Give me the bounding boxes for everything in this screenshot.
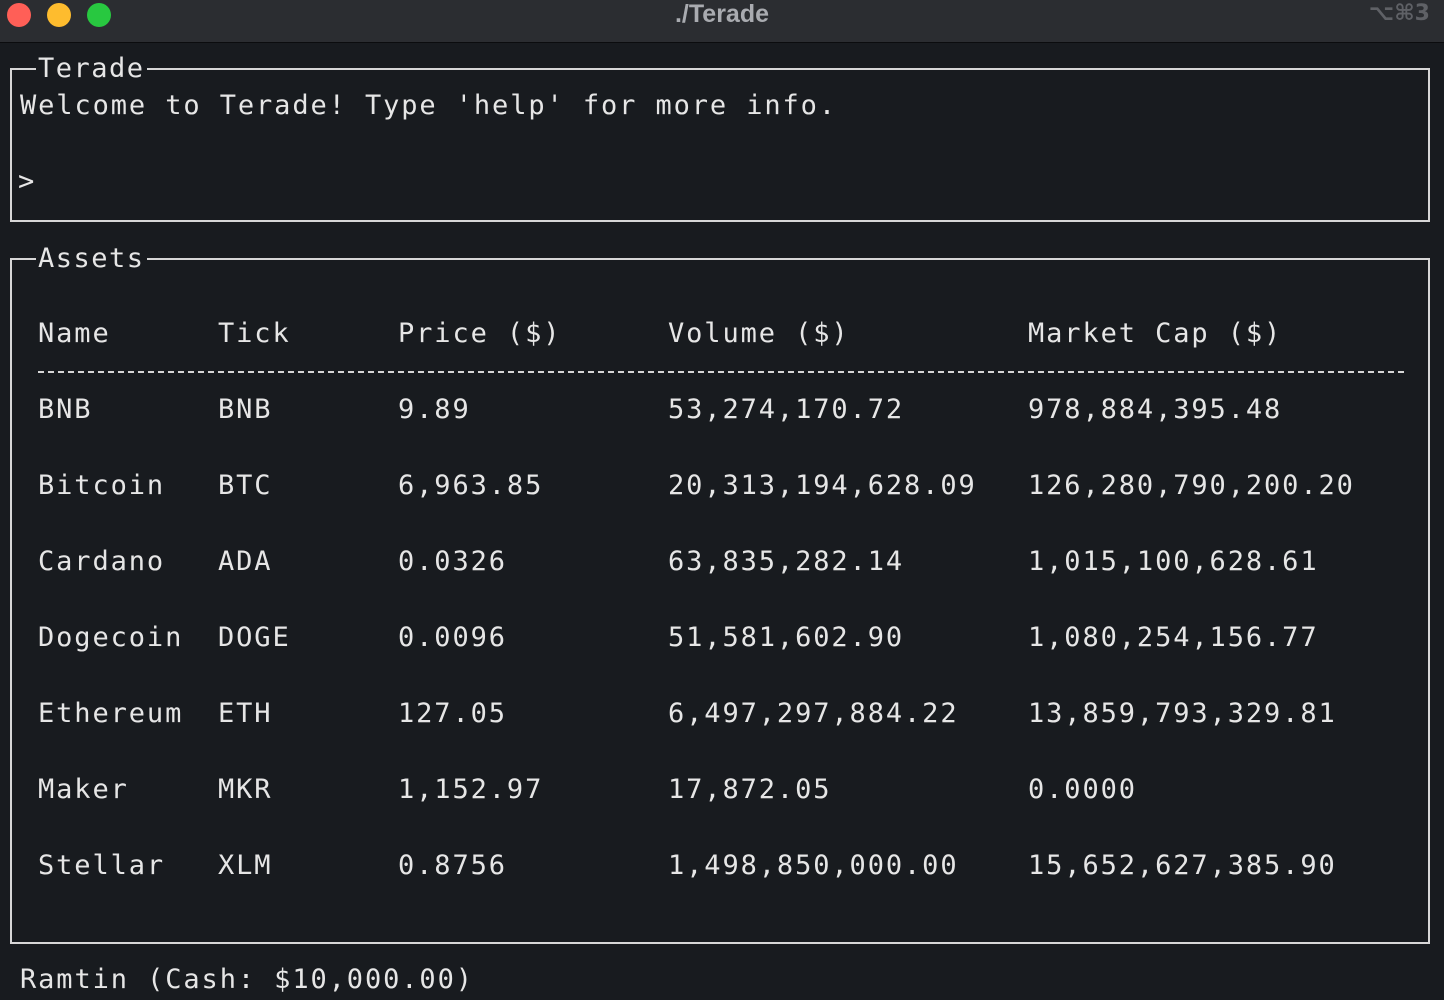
cell-price: 0.0096 — [398, 622, 507, 653]
cell-name: Bitcoin — [38, 470, 166, 501]
cell-price: 6,963.85 — [398, 470, 544, 501]
cell-volume: 63,835,282.14 — [668, 546, 905, 577]
console-panel[interactable]: Terade — [10, 55, 1430, 222]
status-line: Ramtin (Cash: $10,000.00) — [20, 964, 474, 995]
cell-market-cap: 0.0000 — [1028, 774, 1137, 805]
cell-tick: BNB — [218, 394, 273, 425]
cell-price: 1,152.97 — [398, 774, 544, 805]
window-title: ./Terade — [674, 0, 770, 28]
cell-volume: 17,872.05 — [668, 774, 832, 805]
cell-name: BNB — [38, 394, 93, 425]
close-window-button[interactable] — [7, 3, 31, 27]
cell-volume: 51,581,602.90 — [668, 622, 905, 653]
cell-name: Maker — [38, 774, 129, 805]
column-header-volume: Volume ($) — [668, 318, 850, 349]
cell-volume: 6,497,297,884.22 — [668, 698, 959, 729]
cell-tick: ETH — [218, 698, 273, 729]
cell-volume: 20,313,194,628.09 — [668, 470, 977, 501]
welcome-message: Welcome to Terade! Type 'help' for more … — [20, 90, 837, 121]
column-header-price: Price ($) — [398, 318, 562, 349]
cell-tick: ADA — [218, 546, 273, 577]
cell-tick: DOGE — [218, 622, 291, 653]
cell-price: 127.05 — [398, 698, 507, 729]
cell-volume: 1,498,850,000.00 — [668, 850, 959, 881]
cell-name: Ethereum — [38, 698, 184, 729]
column-header-tick: Tick — [218, 318, 291, 349]
cell-price: 0.0326 — [398, 546, 507, 577]
maximize-window-button[interactable] — [87, 3, 111, 27]
console-panel-label: Terade — [36, 53, 147, 84]
cell-tick: MKR — [218, 774, 273, 805]
cell-name: Dogecoin — [38, 622, 184, 653]
cell-market-cap: 126,280,790,200.20 — [1028, 470, 1355, 501]
cell-tick: XLM — [218, 850, 273, 881]
minimize-window-button[interactable] — [47, 3, 71, 27]
assets-panel: Assets — [10, 245, 1430, 944]
cell-price: 9.89 — [398, 394, 471, 425]
cell-tick: BTC — [218, 470, 273, 501]
cell-volume: 53,274,170.72 — [668, 394, 905, 425]
cell-market-cap: 978,884,395.48 — [1028, 394, 1283, 425]
cell-price: 0.8756 — [398, 850, 507, 881]
cell-market-cap: 1,080,254,156.77 — [1028, 622, 1319, 653]
assets-panel-label: Assets — [36, 243, 147, 274]
command-prompt[interactable]: > — [18, 166, 37, 197]
cell-market-cap: 13,859,793,329.81 — [1028, 698, 1337, 729]
cell-market-cap: 1,015,100,628.61 — [1028, 546, 1319, 577]
title-bar: ./Terade ⌥⌘3 — [0, 0, 1444, 43]
cell-name: Cardano — [38, 546, 166, 577]
cell-name: Stellar — [38, 850, 166, 881]
column-header-market-cap: Market Cap ($) — [1028, 318, 1283, 349]
cell-market-cap: 15,652,627,385.90 — [1028, 850, 1337, 881]
column-header-name: Name — [38, 318, 111, 349]
header-divider — [38, 371, 1404, 373]
window-shortcut: ⌥⌘3 — [1368, 1, 1430, 26]
